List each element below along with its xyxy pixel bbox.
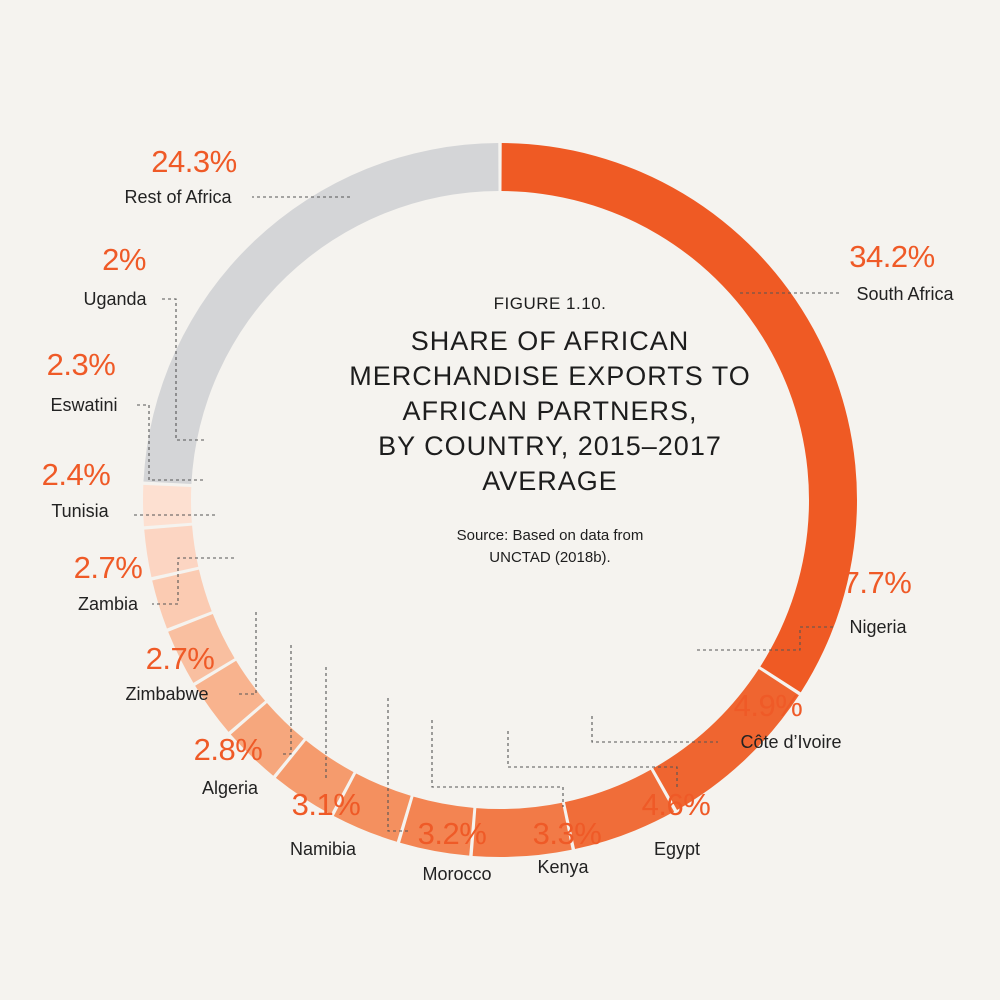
title-line: MERCHANDISE EXPORTS TO	[349, 361, 751, 391]
slice-zambia	[168, 614, 235, 683]
slice-kenya	[400, 796, 474, 856]
slice-namibia	[275, 740, 354, 815]
title-line: AFRICAN PARTNERS,	[402, 396, 698, 426]
category-label-eswatini: Eswatini	[50, 395, 117, 415]
category-label-south-africa: South Africa	[856, 284, 954, 304]
leader-line-kenya	[431, 720, 564, 807]
figure-label: FIGURE 1.10.	[493, 294, 607, 313]
slice-uganda	[143, 484, 192, 527]
slice-eswatini	[144, 525, 199, 578]
category-label-co-te-d-ivoire: Côte d’Ivoire	[740, 732, 841, 752]
title-line: AVERAGE	[482, 466, 618, 496]
data-label-co-te-d-ivoire: 4.9%	[734, 688, 803, 723]
category-label-egypt: Egypt	[654, 839, 700, 859]
slice-south-africa	[501, 143, 857, 693]
category-label-kenya: Kenya	[537, 857, 589, 877]
category-label-nigeria: Nigeria	[849, 617, 907, 637]
leader-line-eswatini	[135, 404, 203, 481]
slice-morocco	[333, 773, 411, 842]
category-label-tunisia: Tunisia	[51, 501, 109, 521]
slice-co-te-d-ivoire	[564, 769, 675, 850]
source-note: Source: Based on data from UNCTAD (2018b…	[300, 525, 800, 569]
slice-rest-of-africa	[143, 143, 499, 484]
slice-zimbabwe	[195, 660, 266, 732]
data-label-eswatini: 2.3%	[47, 347, 116, 382]
category-label-namibia: Namibia	[290, 839, 357, 859]
data-label-tunisia: 2.4%	[42, 457, 111, 492]
leader-line-morocco	[387, 698, 410, 832]
data-label-south-africa: 34.2%	[849, 239, 934, 274]
category-label-zambia: Zambia	[78, 594, 139, 614]
chart-title: SHARE OF AFRICAN MERCHANDISE EXPORTS TO …	[300, 324, 800, 499]
category-label-zimbabwe: Zimbabwe	[125, 684, 208, 704]
leader-line-algeria	[281, 645, 292, 755]
slice-algeria	[230, 702, 304, 776]
slice-egypt	[472, 802, 572, 858]
leader-line-uganda	[160, 298, 204, 441]
category-label-uganda: Uganda	[83, 289, 147, 309]
data-label-nigeria: 7.7%	[843, 565, 912, 600]
source-line: Source: Based on data from	[456, 527, 644, 544]
data-label-egypt: 4.6%	[642, 787, 711, 822]
chart-center-text: FIGURE 1.10. SHARE OF AFRICAN MERCHANDIS…	[300, 290, 800, 569]
data-label-zambia: 2.7%	[74, 550, 143, 585]
title-line: SHARE OF AFRICAN	[410, 326, 690, 356]
data-label-uganda: 2%	[102, 242, 146, 277]
data-label-rest-of-africa: 24.3%	[151, 144, 236, 179]
data-label-kenya: 3.3%	[533, 816, 602, 851]
category-label-algeria: Algeria	[202, 778, 259, 798]
slice-tunisia	[152, 569, 212, 629]
title-line: BY COUNTRY, 2015–2017	[378, 431, 722, 461]
slice-nigeria	[653, 668, 799, 810]
leader-line-egypt	[507, 731, 678, 787]
leader-line-nigeria	[697, 626, 835, 651]
leader-line-co-te-d-ivoire	[591, 716, 718, 743]
category-label-rest-of-africa: Rest of Africa	[124, 187, 232, 207]
data-label-algeria: 2.8%	[194, 732, 263, 767]
leader-line-zambia	[152, 557, 234, 605]
source-line: UNCTAD (2018b).	[489, 549, 611, 566]
category-label-morocco: Morocco	[422, 864, 491, 884]
data-label-zimbabwe: 2.7%	[146, 641, 215, 676]
data-label-morocco: 3.2%	[418, 816, 487, 851]
data-label-namibia: 3.1%	[292, 787, 361, 822]
